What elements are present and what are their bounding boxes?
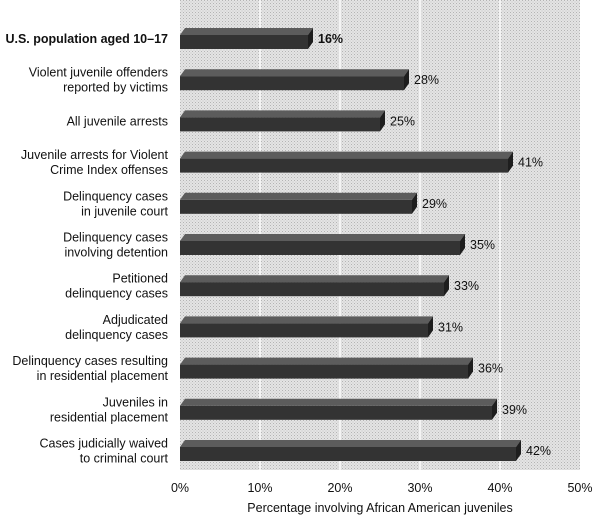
bar-front-face [180,35,308,49]
bar [180,234,465,255]
x-tick-label: 20% [327,481,352,495]
x-tick-label: 40% [487,481,512,495]
bar-front-face [180,364,468,379]
category-labels: U.S. population aged 10–17 Violent juveni… [5,32,168,466]
bar-end-face [444,275,449,297]
x-tick-label: 10% [247,481,272,495]
bar-front-face [180,76,404,91]
x-axis-title: Percentage involving African American ju… [247,501,512,515]
bar-top-face [180,110,385,118]
bar-value-label: 28% [414,73,439,87]
bar-value-label: 33% [454,279,479,293]
bar-end-face [308,28,313,49]
bar-value-label: 31% [438,320,463,334]
category-label: Juveniles in [103,395,168,409]
bar-value-label: 42% [526,444,551,458]
bar-end-face [516,440,521,461]
category-label: Adjudicated [103,313,168,327]
bar-top-face [180,151,513,159]
bar-value-label: 36% [478,362,503,376]
bar-front-face [180,241,460,255]
category-label: residential placement [50,410,169,424]
bar-front-face [180,282,444,297]
category-label: Violent juvenile offenders [29,66,168,80]
bar [180,357,473,379]
bar [180,151,513,173]
bar-top-face [180,316,433,324]
category-label: Crime Index offenses [50,163,168,177]
bar [180,69,409,91]
bar [180,110,385,132]
category-label: Delinquency cases [63,231,168,245]
category-label: Delinquency cases [63,189,168,203]
value-labels: 16% 28% 25% 41% 29% 35% 33% 31% 36% 39% 42% [318,32,551,458]
bar-front-face [180,199,412,214]
bar-end-face [380,110,385,132]
bar [180,275,449,297]
category-label: delinquency cases [65,287,168,301]
bars [180,28,521,461]
bar-value-label: 35% [470,238,495,252]
bar-top-face [180,28,313,35]
bar-front-face [180,323,428,338]
bar [180,316,433,338]
bar-end-face [412,192,417,214]
bar-value-label: 25% [390,114,415,128]
x-tick-label: 30% [407,481,432,495]
bar-value-label: 29% [422,197,447,211]
category-label: All juvenile arrests [67,114,168,128]
bar-front-face [180,447,516,461]
bar [180,398,497,420]
bar-top-face [180,69,409,77]
category-label: in residential placement [37,369,169,383]
bar-top-face [180,234,465,241]
bar-front-face [180,405,492,420]
bar-value-label: 16% [318,32,343,46]
bar-end-face [492,398,497,420]
bar-value-label: 41% [518,156,543,170]
category-label: reported by victims [63,81,168,95]
bar [180,440,521,461]
category-label: involving detention [64,246,168,260]
bar-top-face [180,192,417,200]
bar-top-face [180,275,449,283]
x-tick-labels: 0% 10% 20% 30% 40% 50% [171,481,593,495]
category-label: Petitioned [112,272,168,286]
bar-end-face [508,151,513,173]
bar-top-face [180,398,497,406]
x-tick-label: 50% [567,481,592,495]
bar-value-label: 39% [502,403,527,417]
bar-front-face [180,158,508,173]
bar-front-face [180,117,380,132]
bar-end-face [468,357,473,379]
x-tick-label: 0% [171,481,189,495]
bar-top-face [180,357,473,365]
category-label: Cases judicially waived [39,437,168,451]
category-label: to criminal court [80,452,169,466]
bar-end-face [404,69,409,91]
category-label: in juvenile court [81,204,168,218]
bar-end-face [460,234,465,255]
category-label: Juvenile arrests for Violent [21,148,169,162]
bar [180,28,313,49]
category-label: delinquency cases [65,328,168,342]
bar [180,192,417,214]
bar-end-face [428,316,433,338]
category-label: U.S. population aged 10–17 [5,32,168,46]
category-label: Delinquency cases resulting [12,354,168,368]
bar-top-face [180,440,521,447]
